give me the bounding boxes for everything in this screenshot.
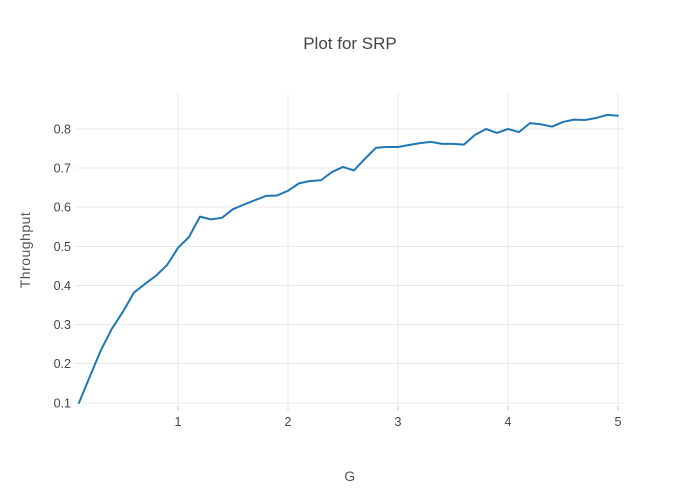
y-axis-title: Throughput [17, 211, 33, 289]
y-tick-label: 0.7 [54, 162, 71, 176]
plot-area[interactable] [76, 93, 624, 406]
y-tick-label: 0.3 [54, 318, 71, 332]
x-tick-label: 4 [504, 415, 511, 429]
x-axis-title: G [344, 468, 356, 484]
y-tick-label: 0.5 [54, 240, 71, 254]
chart-title: Plot for SRP [303, 34, 397, 53]
x-tick-label: 5 [614, 415, 621, 429]
x-tick-label: 1 [174, 415, 181, 429]
y-tick-label: 0.4 [54, 279, 71, 293]
y-tick-label: 0.2 [54, 357, 71, 371]
y-tick-label: 0.8 [54, 122, 71, 136]
x-tick-label: 3 [394, 415, 401, 429]
y-tick-label: 0.6 [54, 201, 71, 215]
y-tick-label: 0.1 [54, 396, 71, 410]
throughput-series-line[interactable] [77, 113, 619, 404]
x-tick-label: 2 [284, 415, 291, 429]
